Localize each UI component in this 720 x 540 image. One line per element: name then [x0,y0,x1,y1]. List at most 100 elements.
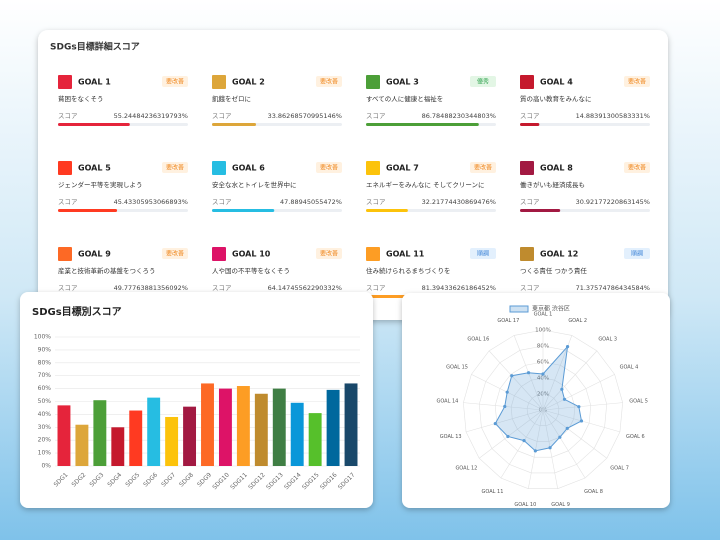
panel [402,293,670,508]
radar-point [548,446,552,450]
axis-label: GOAL 4 [620,365,639,371]
spoke [542,409,586,479]
goal-label: GOAL 5 [78,164,111,173]
badge [162,162,188,173]
radar-point [522,439,526,443]
goal-icon [58,161,72,175]
goal-label: GOAL 1 [78,78,111,87]
goal-icon [58,75,72,89]
score-value: 71.37574786434584% [576,284,650,292]
goal-icon [212,75,226,89]
spoke [528,409,544,489]
goal-label: GOAL 2 [232,78,265,87]
spoke [478,409,544,459]
spoke [542,409,608,459]
goal-description: 働きがいも経済成長も [520,180,585,189]
score-value: 30.92177220863145% [576,198,650,206]
goal-description: 住み続けられるまちづくりを [366,266,451,275]
badge-text: 要改善 [320,250,338,258]
goal-label: GOAL 9 [78,250,111,259]
goal-description: つくる責任 つかう責任 [520,266,587,275]
score-value: 86.78488230344803% [422,112,496,120]
goal-label: GOAL 10 [232,250,271,259]
spoke [542,350,598,411]
axis-label: GOAL 14 [436,399,458,405]
axis-label: GOAL 7 [610,465,629,471]
score-value: 33.86268570995146% [268,112,342,120]
goal-label: GOAL 3 [386,78,419,87]
goal-description: ジェンダー平等を実現しよう [58,180,143,189]
y-tick-label: 40% [38,411,52,418]
score-value: 64.14745562290332% [268,284,342,292]
grid-line [478,345,608,474]
bar-panel: SDGs目標別スコア 0% 10% 20% 30% 40% 50% 60% 70% 80% 90%… [20,292,373,508]
goal-label: GOAL 11 [386,250,425,259]
goal-icon [212,247,226,261]
badge-text: 順調 [631,251,643,258]
progress-bar [58,209,118,212]
bar [308,413,322,466]
y-tick-label: 100% [34,334,51,341]
score-value: 49.77763881356092% [114,284,188,292]
radar-point [526,371,531,375]
axis-label: GOAL 15 [446,365,468,371]
progress-bar [212,209,275,212]
badge [316,248,342,259]
goal-description: 安全な水とトイレを世界中に [212,180,297,189]
y-tick-label: 50% [38,398,52,405]
score-caption: スコア [520,112,540,120]
y-tick-label: 0% [41,463,51,470]
legend-label: 東京都 渋谷区 [532,305,570,313]
bar [290,402,304,466]
badge-text: 要改善 [166,250,184,258]
goal-label: GOAL 6 [232,164,265,173]
goal-icon [520,161,534,175]
score-value: 81.39433626186452% [422,284,496,292]
y-tick-label: 60% [38,385,52,392]
spoke [542,402,623,411]
badge-text: 要改善 [628,78,646,86]
goal-description: 産業と技術革新の基盤をつくろう [58,266,156,275]
badge [624,76,650,87]
bar [254,393,268,466]
axis-label: GOAL 11 [482,489,504,495]
radar-point [503,404,507,409]
grid-line [494,361,592,458]
bar [165,416,179,466]
badge [162,76,188,87]
badge-text: 要改善 [628,164,646,172]
goal-label: GOAL 8 [540,164,573,173]
bar [57,405,71,466]
score-value: 14.88391300583331% [576,112,650,120]
score-value: 47.88945055472% [280,198,342,206]
badge [470,76,496,87]
radar-point [510,374,514,378]
goal-icon [520,75,534,89]
progress-track [520,123,650,126]
bar [326,389,340,466]
badge [470,162,496,173]
badge-text: 順調 [477,251,489,258]
badge [316,162,342,173]
spoke [465,409,544,433]
progress-bar [58,123,130,126]
bar [93,400,107,466]
badge [316,76,342,87]
bar [183,406,197,466]
axis-label: GOAL 8 [584,489,603,495]
badge [162,248,188,259]
score-caption: スコア [212,198,232,206]
score-caption: スコア [58,198,78,206]
score-value: 45.43305953066893% [114,198,188,206]
radar-point [493,421,497,426]
progress-bar [212,123,257,126]
bar [218,388,232,466]
badge-text: 要改善 [474,164,492,172]
goal-icon [58,247,72,261]
spoke [500,409,544,479]
